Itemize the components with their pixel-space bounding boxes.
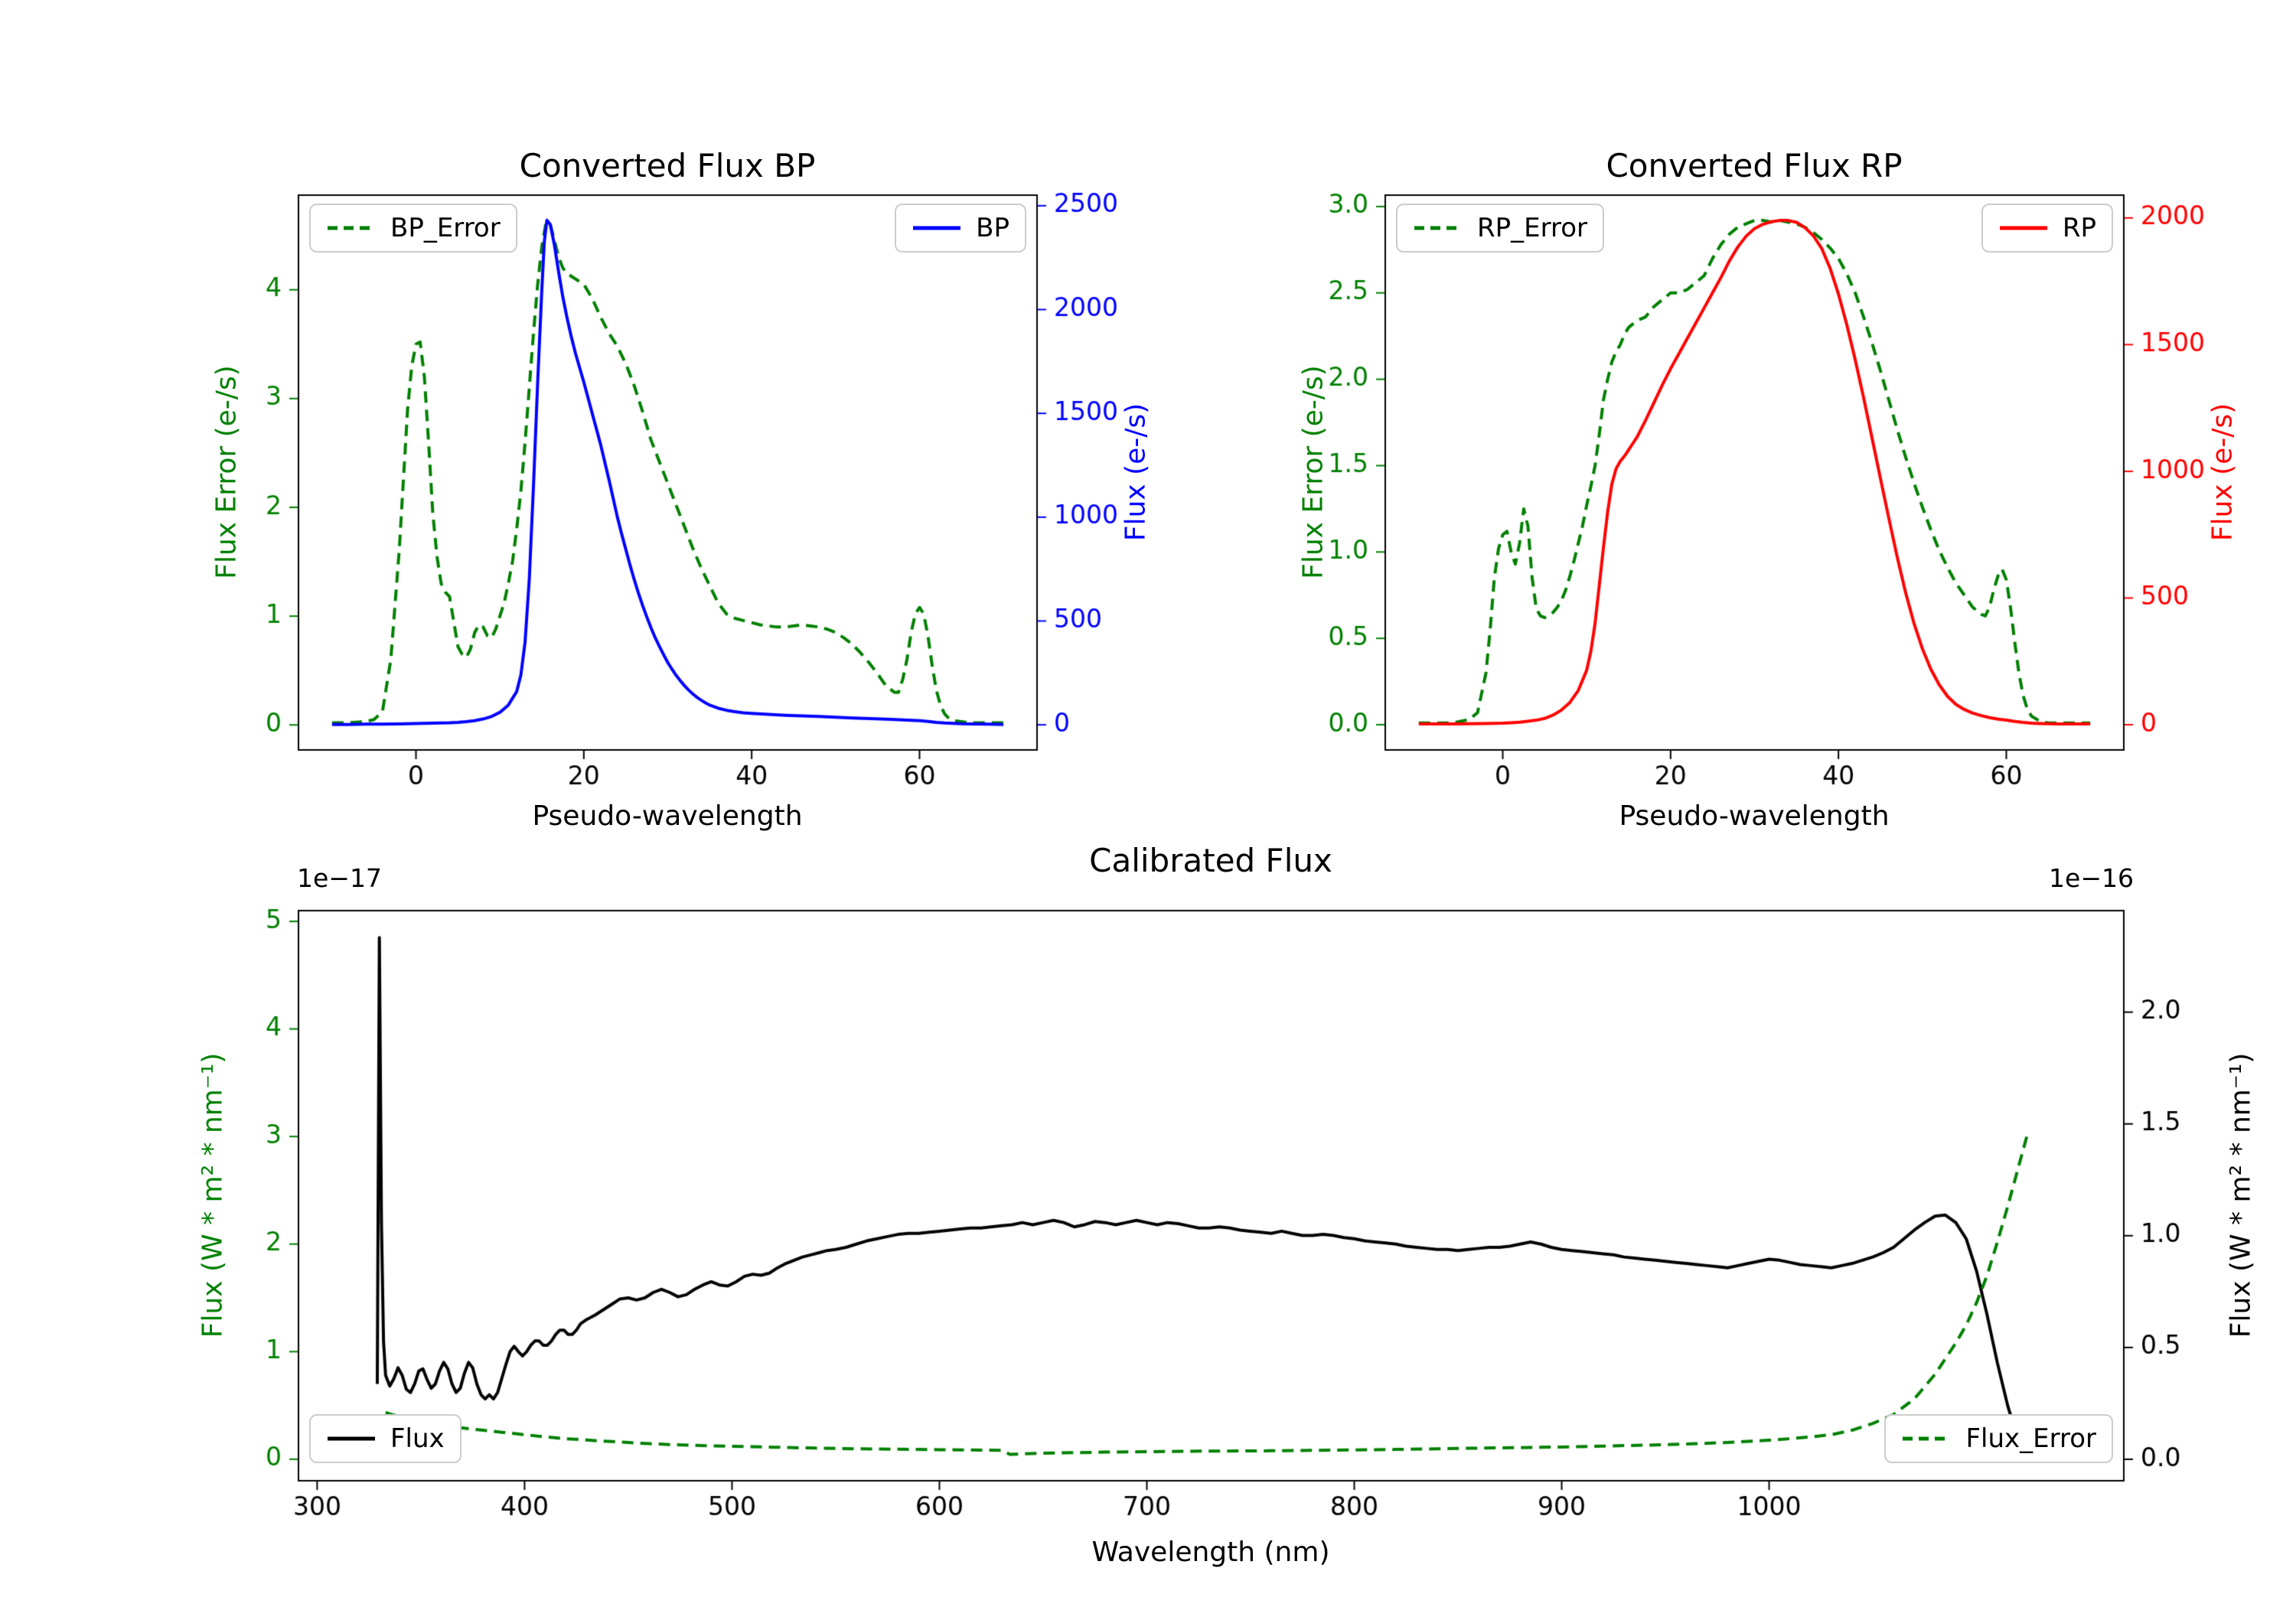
cal-ylabel-left: Flux (W * m² * nm⁻¹): [197, 1052, 229, 1338]
rp-legend-label: RP: [2062, 213, 2096, 243]
cal-xlabel: Wavelength (nm): [1091, 1537, 1330, 1568]
cal-title: Calibrated Flux: [1089, 842, 1332, 879]
rp-legend: RP: [1981, 204, 2113, 253]
flux-legend-label: Flux: [390, 1423, 445, 1454]
cal-offset-right: 1e−16: [2049, 863, 2134, 893]
bp-xlabel: Pseudo-wavelength: [532, 800, 803, 832]
bp-legend: BP: [895, 204, 1026, 253]
rp-error-legend-line-icon: [1414, 226, 1462, 230]
rp-ylabel-left: Flux Error (e-/s): [1297, 365, 1329, 579]
bp-error-legend-line-icon: [328, 226, 375, 230]
rp-error-legend: RP_Error: [1396, 204, 1605, 253]
flux-error-legend-line-icon: [1903, 1436, 1951, 1441]
cal-ylabel-right: Flux (W * m² * nm⁻¹): [2225, 1052, 2257, 1338]
rp-legend-line-icon: [1999, 226, 2047, 230]
bp-title: Converted Flux BP: [519, 147, 816, 184]
flux-error-legend-label: Flux_Error: [1965, 1423, 2096, 1454]
bp-legend-label: BP: [976, 213, 1009, 243]
flux-legend: Flux: [309, 1414, 461, 1463]
bp-ylabel-right: Flux (e-/s): [1120, 403, 1152, 542]
bp-ylabel-left: Flux Error (e-/s): [210, 365, 243, 579]
flux-legend-line-icon: [328, 1436, 375, 1441]
rp-error-legend-label: RP_Error: [1477, 213, 1588, 243]
rp-ylabel-right: Flux (e-/s): [2206, 403, 2239, 542]
cal-offset-left: 1e−17: [297, 863, 382, 893]
bp-error-legend: BP_Error: [309, 204, 517, 253]
rp-xlabel: Pseudo-wavelength: [1619, 800, 1890, 832]
bp-legend-line-icon: [913, 226, 961, 230]
bp-error-legend-label: BP_Error: [390, 213, 501, 243]
rp-title: Converted Flux RP: [1606, 147, 1903, 184]
flux-error-legend: Flux_Error: [1884, 1414, 2113, 1463]
